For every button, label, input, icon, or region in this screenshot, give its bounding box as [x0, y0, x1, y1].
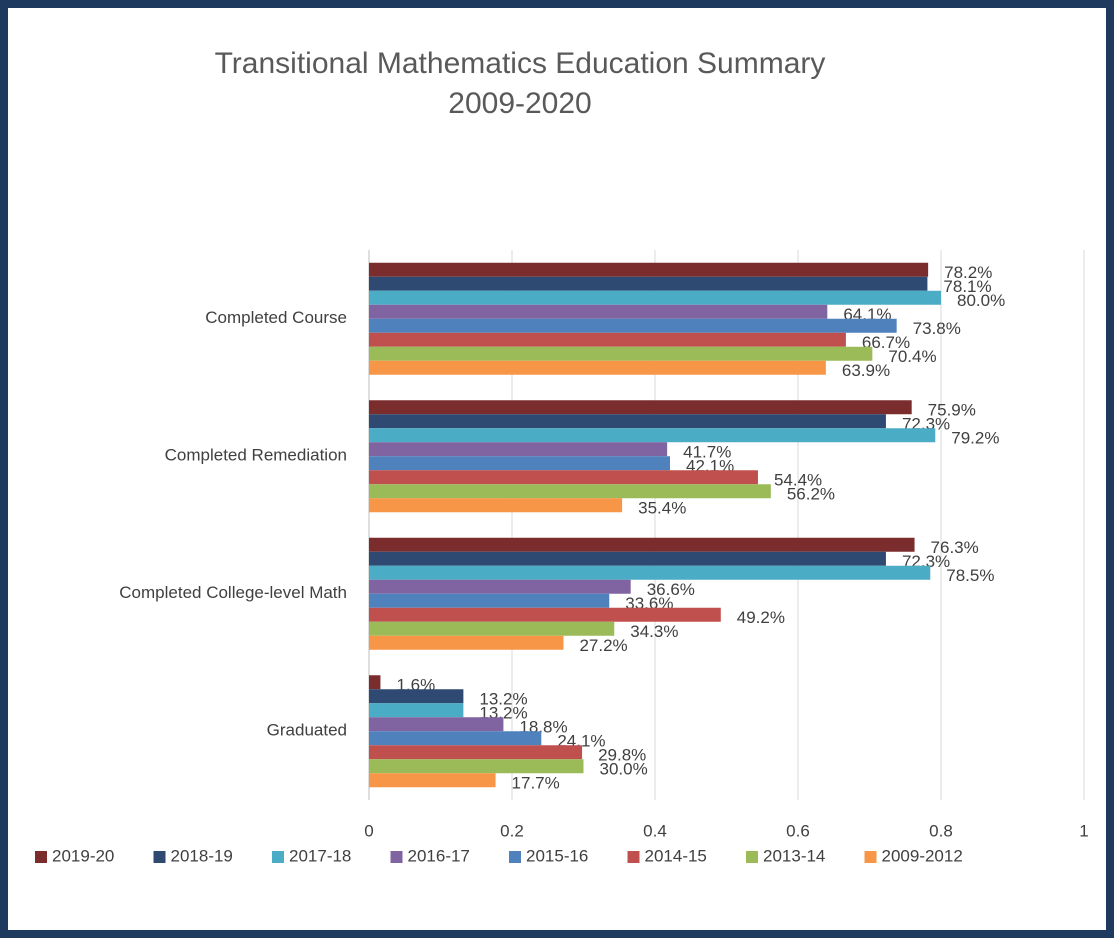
data-label: 56.2%: [787, 485, 835, 504]
data-label: 34.3%: [630, 622, 678, 641]
legend-label: 2018-19: [171, 846, 233, 865]
data-label: 73.8%: [913, 319, 961, 338]
bar: [369, 304, 828, 319]
bar: [369, 635, 564, 650]
bar: [369, 318, 897, 333]
bar: [369, 414, 886, 429]
data-label: 27.2%: [579, 636, 627, 655]
y-tick-label: Graduated: [267, 721, 347, 740]
data-label: 66.7%: [862, 333, 910, 352]
bar: [369, 703, 464, 718]
legend-label: 2017-18: [289, 846, 351, 865]
bar: [369, 428, 936, 443]
data-label: 78.1%: [943, 277, 991, 296]
legend-label: 2016-17: [408, 846, 470, 865]
bar: [369, 400, 912, 415]
bar: [369, 689, 464, 704]
bar: [369, 607, 721, 622]
bar: [369, 498, 623, 513]
bar: [369, 551, 886, 566]
y-tick-label: Completed Remediation: [165, 446, 347, 465]
legend-label: 2009-2012: [882, 846, 963, 865]
legend-label: 2019-20: [52, 846, 114, 865]
data-label: 78.2%: [944, 263, 992, 282]
bar: [369, 346, 873, 361]
legend-swatch: [746, 851, 758, 863]
bar: [369, 290, 941, 305]
bar: [369, 717, 504, 732]
bar: [369, 442, 668, 457]
data-label: 63.9%: [842, 361, 890, 380]
bar: [369, 332, 846, 347]
data-label: 13.2%: [479, 690, 527, 709]
data-label: 41.7%: [683, 443, 731, 462]
bar: [369, 456, 671, 471]
data-label: 49.2%: [737, 608, 785, 627]
legend-label: 2015-16: [526, 846, 588, 865]
bar: [369, 773, 496, 788]
x-tick-label: 0.4: [643, 821, 667, 840]
legend-label: 2013-14: [763, 846, 825, 865]
bar: [369, 675, 381, 690]
legend-swatch: [272, 851, 284, 863]
x-tick-label: 0: [364, 821, 373, 840]
data-label: 54.4%: [774, 471, 822, 490]
data-label: 70.4%: [888, 347, 936, 366]
chart-title: 2009-2020: [448, 87, 591, 120]
x-tick-label: 0.2: [500, 821, 524, 840]
data-label: 30.0%: [600, 760, 648, 779]
bar: [369, 470, 758, 485]
data-label: 76.3%: [931, 538, 979, 557]
legend-swatch: [627, 851, 640, 863]
bar: [369, 621, 615, 636]
x-tick-label: 0.6: [786, 821, 810, 840]
bar: [369, 759, 584, 774]
chart-title: Transitional Mathematics Education Summa…: [215, 47, 826, 80]
bar: [369, 745, 583, 760]
y-tick-label: Completed Course: [205, 308, 347, 327]
legend-swatch: [153, 851, 166, 863]
data-label: 80.0%: [957, 291, 1005, 310]
legend-swatch: [35, 851, 47, 863]
x-tick-label: 1: [1079, 821, 1088, 840]
legend-label: 2014-15: [645, 846, 707, 865]
x-tick-label: 0.8: [929, 821, 953, 840]
data-label: 78.5%: [946, 566, 994, 585]
bar: [369, 579, 631, 594]
data-label: 17.7%: [512, 774, 560, 793]
bar: [369, 484, 771, 499]
bar: [369, 731, 542, 746]
bar: [369, 593, 610, 608]
bar: [369, 565, 931, 580]
legend-swatch: [390, 851, 403, 863]
data-label: 35.4%: [638, 499, 686, 518]
bar: [369, 262, 929, 277]
data-label: 36.6%: [647, 580, 695, 599]
legend-swatch: [509, 851, 521, 863]
y-tick-label: Completed College-level Math: [119, 583, 347, 602]
data-label: 29.8%: [598, 746, 646, 765]
bar: [369, 276, 928, 291]
bar: [369, 360, 826, 375]
data-label: 75.9%: [928, 401, 976, 420]
bar: [369, 537, 915, 552]
legend-swatch: [864, 851, 877, 863]
data-label: 79.2%: [951, 429, 999, 448]
